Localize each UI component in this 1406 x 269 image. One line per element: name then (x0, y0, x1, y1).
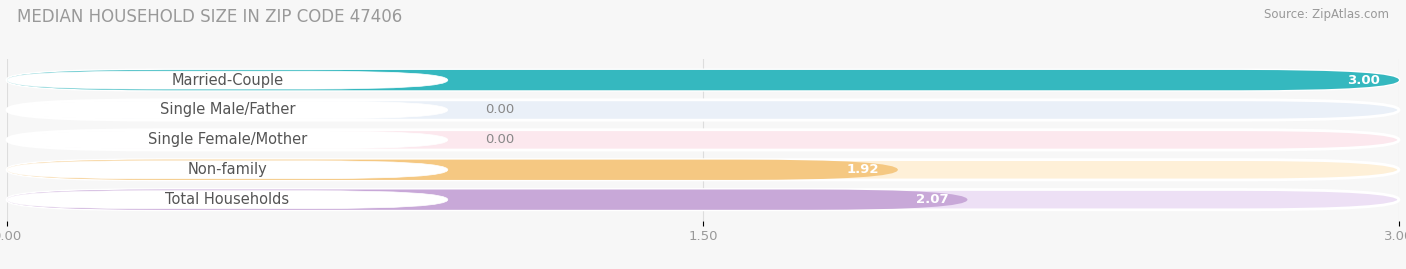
FancyBboxPatch shape (7, 130, 1399, 150)
FancyBboxPatch shape (7, 161, 447, 179)
FancyBboxPatch shape (7, 70, 1399, 90)
Text: 0.00: 0.00 (485, 133, 515, 146)
Text: 1.92: 1.92 (846, 163, 879, 176)
Text: 3.00: 3.00 (1347, 74, 1381, 87)
Text: 2.07: 2.07 (917, 193, 949, 206)
FancyBboxPatch shape (7, 160, 1399, 180)
Text: Married-Couple: Married-Couple (172, 73, 284, 88)
Text: MEDIAN HOUSEHOLD SIZE IN ZIP CODE 47406: MEDIAN HOUSEHOLD SIZE IN ZIP CODE 47406 (17, 8, 402, 26)
Text: Single Female/Mother: Single Female/Mother (148, 132, 307, 147)
Text: Source: ZipAtlas.com: Source: ZipAtlas.com (1264, 8, 1389, 21)
FancyBboxPatch shape (7, 189, 967, 210)
FancyBboxPatch shape (7, 101, 447, 119)
Text: Non-family: Non-family (187, 162, 267, 177)
Text: Total Households: Total Households (166, 192, 290, 207)
FancyBboxPatch shape (7, 160, 898, 180)
FancyBboxPatch shape (7, 71, 447, 89)
FancyBboxPatch shape (7, 189, 1399, 210)
FancyBboxPatch shape (7, 191, 447, 209)
FancyBboxPatch shape (7, 70, 1399, 90)
Text: Single Male/Father: Single Male/Father (160, 102, 295, 118)
Text: 0.00: 0.00 (485, 104, 515, 116)
FancyBboxPatch shape (7, 131, 447, 149)
FancyBboxPatch shape (7, 100, 1399, 120)
